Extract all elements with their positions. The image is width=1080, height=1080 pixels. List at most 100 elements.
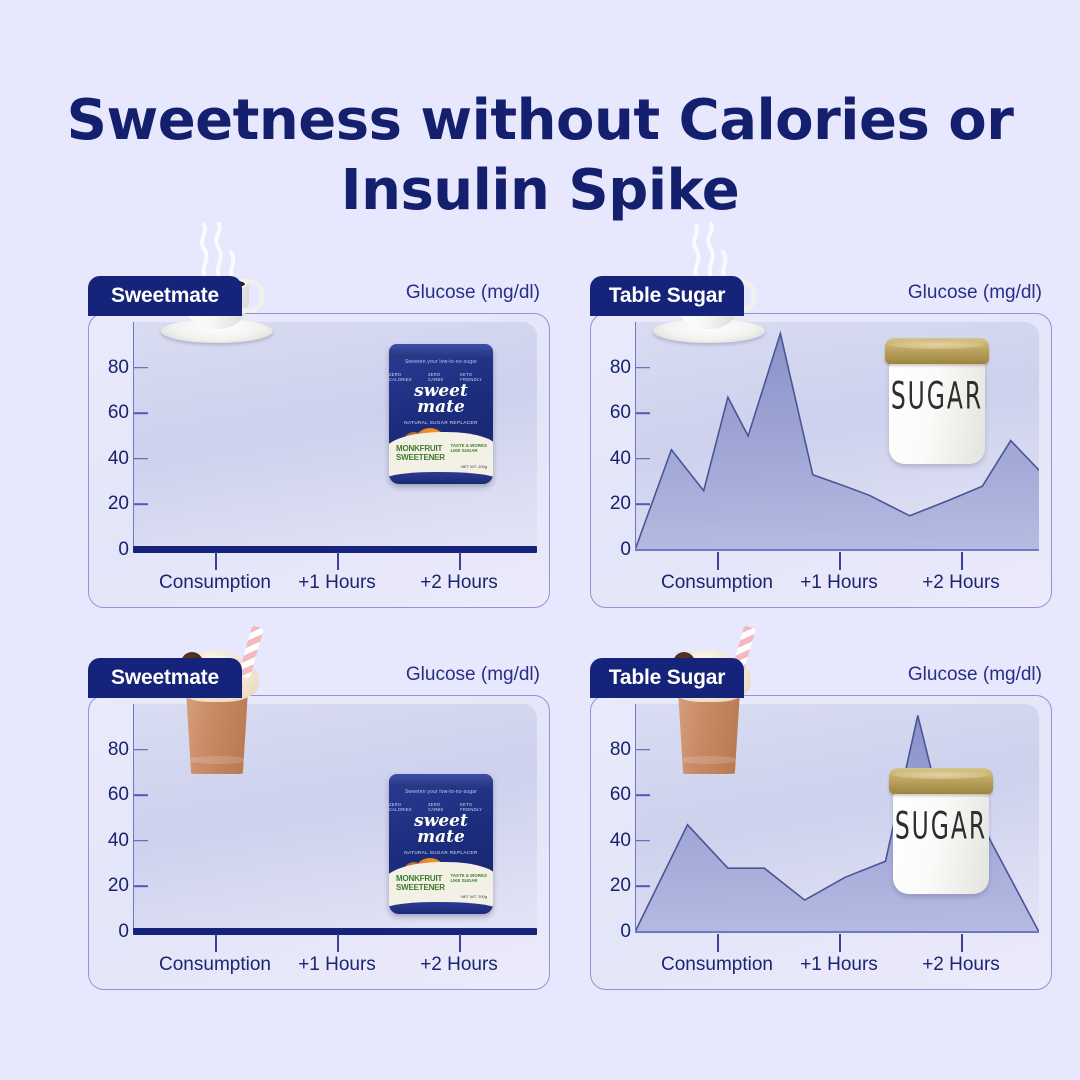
y-tick-60: 60 <box>107 402 129 424</box>
area-fill <box>635 333 1039 550</box>
glucose-caption: Glucose (mg/dl) <box>405 664 540 685</box>
x-tick-mark-plus1 <box>839 552 841 570</box>
steam-icon <box>200 222 236 281</box>
glucose-caption: Glucose (mg/dl) <box>907 282 1042 303</box>
y-tick-20: 20 <box>609 875 631 897</box>
y-tick-60: 60 <box>609 402 631 424</box>
x-label-consumption: Consumption <box>661 572 773 593</box>
x-tick-mark-plus2 <box>459 552 461 570</box>
tab-label: Table Sugar <box>608 666 726 689</box>
panel-sweetmate-milkshake: Sweetmate Glucose (mg/dl) 0 20 40 60 80 <box>80 625 550 998</box>
y-tick-80: 80 <box>609 738 631 760</box>
pouch-brand-line-1: sweet <box>414 811 468 831</box>
pouch-badge-0: ZERO CALORIES <box>389 372 412 382</box>
pouch-badge-1: ZERO CARBS <box>427 802 444 812</box>
panel-tab-table-sugar-coffee[interactable]: Table Sugar <box>590 276 744 316</box>
y-tick-40: 40 <box>107 447 129 469</box>
panel-tab-sweetmate-milkshake[interactable]: Sweetmate <box>88 658 242 698</box>
steam-icon <box>692 222 728 281</box>
pouch-tag-line-1: TASTE & WORKS <box>450 443 487 449</box>
pouch-tag-line-1: TASTE & WORKS <box>450 873 487 879</box>
pouch-weight: NET WT. 200g <box>461 894 487 899</box>
pouch-wave-bottom <box>389 472 493 484</box>
y-tick-mark-40 <box>133 458 148 460</box>
x-tick-mark-consumption <box>717 552 719 570</box>
tab-label: Table Sugar <box>608 284 726 307</box>
y-tick-mark-40 <box>635 458 650 460</box>
y-axis-line <box>635 704 637 932</box>
sugar-jar-icon: SUGAR <box>887 768 995 896</box>
y-tick-60: 60 <box>609 784 631 806</box>
trend-line <box>635 715 1039 932</box>
y-tick-mark-80 <box>635 748 650 751</box>
panel-table-sugar-milkshake: Table Sugar Glucose (mg/dl) <box>582 625 1052 998</box>
glucose-caption: Glucose (mg/dl) <box>907 664 1042 685</box>
panel-table-sugar-coffee: Table Sugar Glucose (mg/dl) <box>582 222 1052 616</box>
y-tick-20: 20 <box>107 493 129 515</box>
panel-tab-sweetmate-coffee[interactable]: Sweetmate <box>88 276 242 316</box>
jar-lid <box>889 768 993 794</box>
y-axis-line <box>635 322 637 550</box>
x-axis-line <box>133 928 537 935</box>
x-label-plus1: +1 Hours <box>800 954 878 975</box>
y-tick-mark-60 <box>635 412 650 414</box>
pouch-weight: NET WT. 200g <box>461 464 487 469</box>
pouch-badge-1: ZERO CARBS <box>427 372 444 382</box>
pouch-product-name: MONKFRUIT SWEETENER <box>396 445 445 462</box>
y-tick-mark-20 <box>635 885 650 888</box>
panel-row-2: Sweetmate Glucose (mg/dl) 0 20 40 60 80 <box>0 625 1080 1040</box>
pouch-product-name: MONKFRUIT SWEETENER <box>396 875 445 892</box>
y-tick-mark-20 <box>133 885 148 888</box>
x-tick-mark-consumption <box>215 934 217 952</box>
y-tick-mark-80 <box>133 748 148 751</box>
y-tick-mark-80 <box>133 366 148 369</box>
y-tick-mark-60 <box>635 794 650 796</box>
y-tick-40: 40 <box>609 447 631 469</box>
pouch-tag: TASTE & WORKS LIKE SUGAR <box>450 873 487 884</box>
y-axis-line <box>133 704 135 932</box>
tab-label: Sweetmate <box>111 284 219 307</box>
title-line-1: Sweetness without Calories or <box>66 88 1014 153</box>
jar-label: SUGAR <box>890 375 984 419</box>
pouch-name-line-2: SWEETENER <box>396 452 445 462</box>
y-tick-20: 20 <box>609 493 631 515</box>
y-tick-mark-80 <box>635 366 650 369</box>
pouch-badge-0: ZERO CALORIES <box>389 802 412 812</box>
panel-row-1: Sweetmate Glucose (mg/dl) 0 20 40 60 80 <box>0 222 1080 658</box>
pouch-badge-2: KETO FRIENDLY <box>460 372 483 382</box>
milkshake-icon <box>657 625 761 774</box>
pouch-tagline: Sweeten your low-to-no-sugar <box>404 359 478 365</box>
y-tick-mark-60 <box>133 794 148 796</box>
y-tick-0: 0 <box>620 921 631 942</box>
x-axis-line <box>133 546 537 553</box>
jar-lid <box>885 338 989 364</box>
glucose-caption: Glucose (mg/dl) <box>405 282 540 303</box>
y-tick-80: 80 <box>107 356 129 378</box>
y-tick-40: 40 <box>609 829 631 851</box>
chart-svg <box>635 330 1039 550</box>
panel-grid: Sweetmate Glucose (mg/dl) 0 20 40 60 80 <box>0 222 1080 1040</box>
y-tick-0: 0 <box>620 539 631 560</box>
pouch-brand-line-1: sweet <box>414 381 468 401</box>
pouch-badges: ZERO CALORIES ZERO CARBS KETO FRIENDLY <box>389 372 493 382</box>
y-axis-labels: 0 20 40 60 80 <box>89 322 129 560</box>
pouch-seal <box>389 344 493 357</box>
x-label-plus1: +1 Hours <box>800 572 878 593</box>
x-label-consumption: Consumption <box>159 954 271 975</box>
panel-tab-table-sugar-milkshake[interactable]: Table Sugar <box>590 658 744 698</box>
x-tick-mark-consumption <box>717 934 719 952</box>
jar-label: SUGAR <box>894 805 988 849</box>
x-label-plus2: +2 Hours <box>420 954 498 975</box>
y-axis-labels: 0 20 40 60 80 <box>591 322 631 560</box>
x-tick-mark-plus1 <box>337 934 339 952</box>
y-tick-mark-40 <box>133 840 148 842</box>
jar-body <box>893 790 989 894</box>
x-tick-mark-plus2 <box>961 552 963 570</box>
pouch-subtitle: NATURAL SUGAR REPLACER <box>404 420 478 425</box>
y-tick-20: 20 <box>107 875 129 897</box>
x-label-consumption: Consumption <box>661 954 773 975</box>
x-tick-mark-plus2 <box>961 934 963 952</box>
pouch-tag-line-2: LIKE SUGAR <box>450 448 478 454</box>
x-label-plus1: +1 Hours <box>298 572 376 593</box>
tab-label: Sweetmate <box>111 666 219 689</box>
